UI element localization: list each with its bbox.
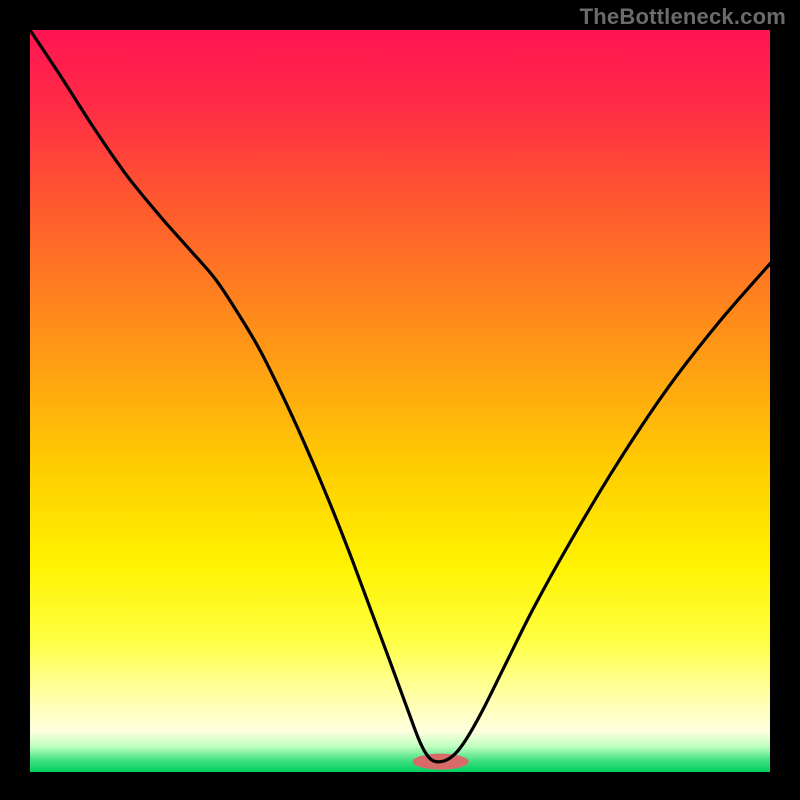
watermark-text: TheBottleneck.com	[580, 4, 786, 30]
bottleneck-plot	[30, 30, 770, 772]
chart-root: TheBottleneck.com	[0, 0, 800, 800]
